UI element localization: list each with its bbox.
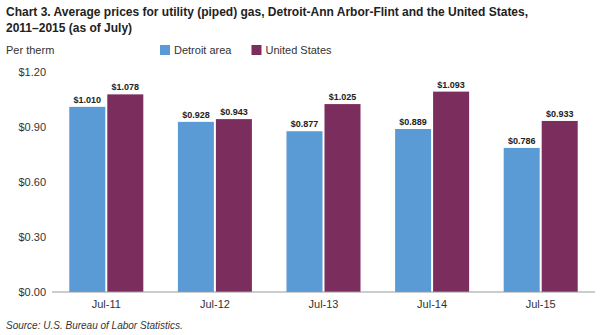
data-label: $1.078	[112, 82, 140, 92]
x-tick-label: Jul-13	[309, 298, 339, 310]
legend: Detroit area United States	[160, 44, 332, 56]
data-label: $1.093	[437, 80, 465, 90]
legend-label: Detroit area	[174, 44, 232, 56]
data-labels: $1.010 $1.078 $0.928 $0.943 $0.877 $1.025 $0.8…	[74, 80, 574, 146]
x-tick-label: Jul-11	[92, 298, 121, 310]
data-label: $0.928	[182, 110, 210, 120]
y-tick-label: $0.60	[18, 176, 46, 188]
data-label: $0.933	[546, 109, 574, 119]
bar	[69, 107, 105, 292]
source: Source: U.S. Bureau of Labor Statistics.	[6, 320, 183, 331]
x-tick-label: Jul-14	[417, 298, 447, 310]
data-label: $1.025	[329, 92, 357, 102]
bar	[395, 129, 431, 292]
data-label: $0.877	[291, 119, 319, 129]
bar	[286, 131, 322, 292]
bar	[504, 148, 540, 292]
data-label: $0.786	[508, 136, 536, 146]
bar	[542, 121, 578, 292]
x-tick-label: Jul-12	[200, 298, 230, 310]
data-label: $1.010	[74, 95, 102, 105]
y-axis-label: Per therm	[6, 44, 54, 56]
y-axis: $0.00 $0.30 $0.60 $0.90 $1.20	[18, 66, 46, 298]
legend-label: United States	[265, 44, 332, 56]
legend-swatch	[160, 45, 170, 55]
bars	[69, 92, 577, 292]
bar	[216, 119, 252, 292]
bar	[433, 92, 469, 292]
bar	[325, 104, 361, 292]
legend-swatch	[251, 45, 261, 55]
x-tick-label: Jul-15	[526, 298, 556, 310]
subtitle: 2011–2015 (as of July)	[6, 21, 132, 35]
y-tick-label: $0.90	[18, 121, 46, 133]
data-label: $0.889	[399, 117, 427, 127]
bar	[107, 94, 143, 292]
y-tick-label: $0.00	[18, 286, 46, 298]
bar	[178, 122, 214, 292]
y-tick-label: $1.20	[18, 66, 46, 78]
chart: Chart 3. Average prices for utility (pip…	[0, 0, 605, 335]
y-tick-label: $0.30	[18, 231, 46, 243]
data-label: $0.943	[220, 107, 248, 117]
title: Chart 3. Average prices for utility (pip…	[6, 5, 528, 19]
x-axis-line	[52, 292, 595, 293]
